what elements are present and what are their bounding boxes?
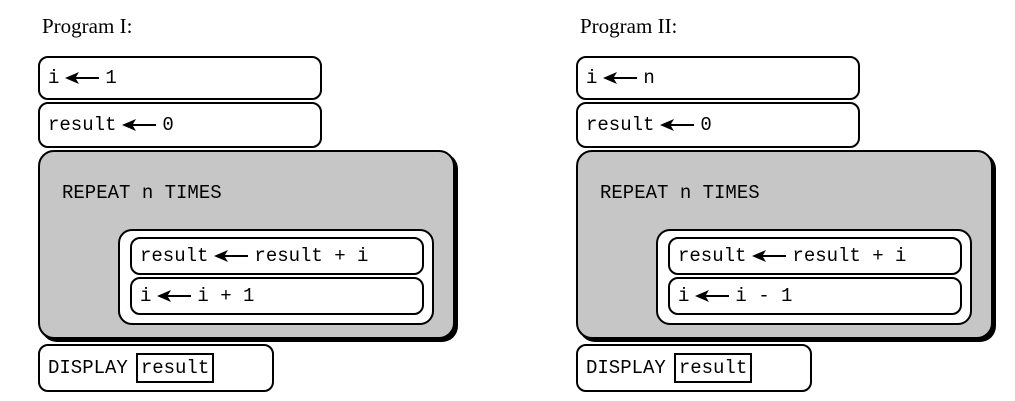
display-keyword: DISPLAY [586, 357, 666, 379]
left-arrow-icon [157, 290, 192, 302]
loop-line-1-expr: result + i [792, 245, 907, 267]
display-argument: result [673, 353, 753, 383]
value-result: 0 [700, 114, 712, 136]
loop-body: result result + i i i - 1 [656, 229, 972, 325]
loop-line-2-var: i [678, 285, 690, 307]
display-block: DISPLAY result [38, 344, 274, 392]
loop-line-2: i i + 1 [130, 277, 424, 315]
var-result: result [48, 114, 117, 136]
value-i: n [643, 67, 655, 89]
assign-i-block: i n [576, 56, 860, 100]
loop-body: result result + i i i + 1 [118, 229, 434, 325]
var-result: result [586, 114, 655, 136]
repeat-block: REPEAT n TIMES result result + i i i + 1 [38, 150, 455, 339]
display-argument: result [135, 353, 215, 383]
loop-line-1-var: result [678, 245, 747, 267]
loop-line-1: result result + i [130, 237, 424, 275]
loop-line-1-expr: result + i [254, 245, 369, 267]
repeat-block: REPEAT n TIMES result result + i i i - 1 [576, 150, 993, 339]
left-arrow-icon [122, 119, 157, 131]
loop-line-1-var: result [140, 245, 209, 267]
left-arrow-icon [752, 250, 787, 262]
program-2: Program II: i n result 0 REPEAT n TIMES … [576, 0, 1015, 401]
var-i: i [48, 67, 60, 89]
assign-i-block: i 1 [38, 56, 322, 100]
assign-result-block: result 0 [576, 102, 860, 148]
loop-line-2: i i - 1 [668, 277, 962, 315]
repeat-header: REPEAT n TIMES [600, 182, 760, 204]
value-i: 1 [105, 67, 117, 89]
left-arrow-icon [660, 119, 695, 131]
program-title: Program II: [580, 14, 678, 38]
value-result: 0 [162, 114, 174, 136]
display-keyword: DISPLAY [48, 357, 128, 379]
program-title: Program I: [42, 14, 133, 38]
assign-result-block: result 0 [38, 102, 322, 148]
left-arrow-icon [65, 72, 100, 84]
loop-line-2-expr: i - 1 [735, 285, 793, 307]
program-1: Program I: i 1 result 0 REPEAT n TIMES r… [38, 0, 478, 401]
loop-line-1: result result + i [668, 237, 962, 275]
var-i: i [586, 67, 598, 89]
loop-line-2-expr: i + 1 [197, 285, 255, 307]
left-arrow-icon [695, 290, 730, 302]
repeat-header: REPEAT n TIMES [62, 182, 222, 204]
loop-line-2-var: i [140, 285, 152, 307]
left-arrow-icon [214, 250, 249, 262]
left-arrow-icon [603, 72, 638, 84]
display-block: DISPLAY result [576, 344, 812, 392]
